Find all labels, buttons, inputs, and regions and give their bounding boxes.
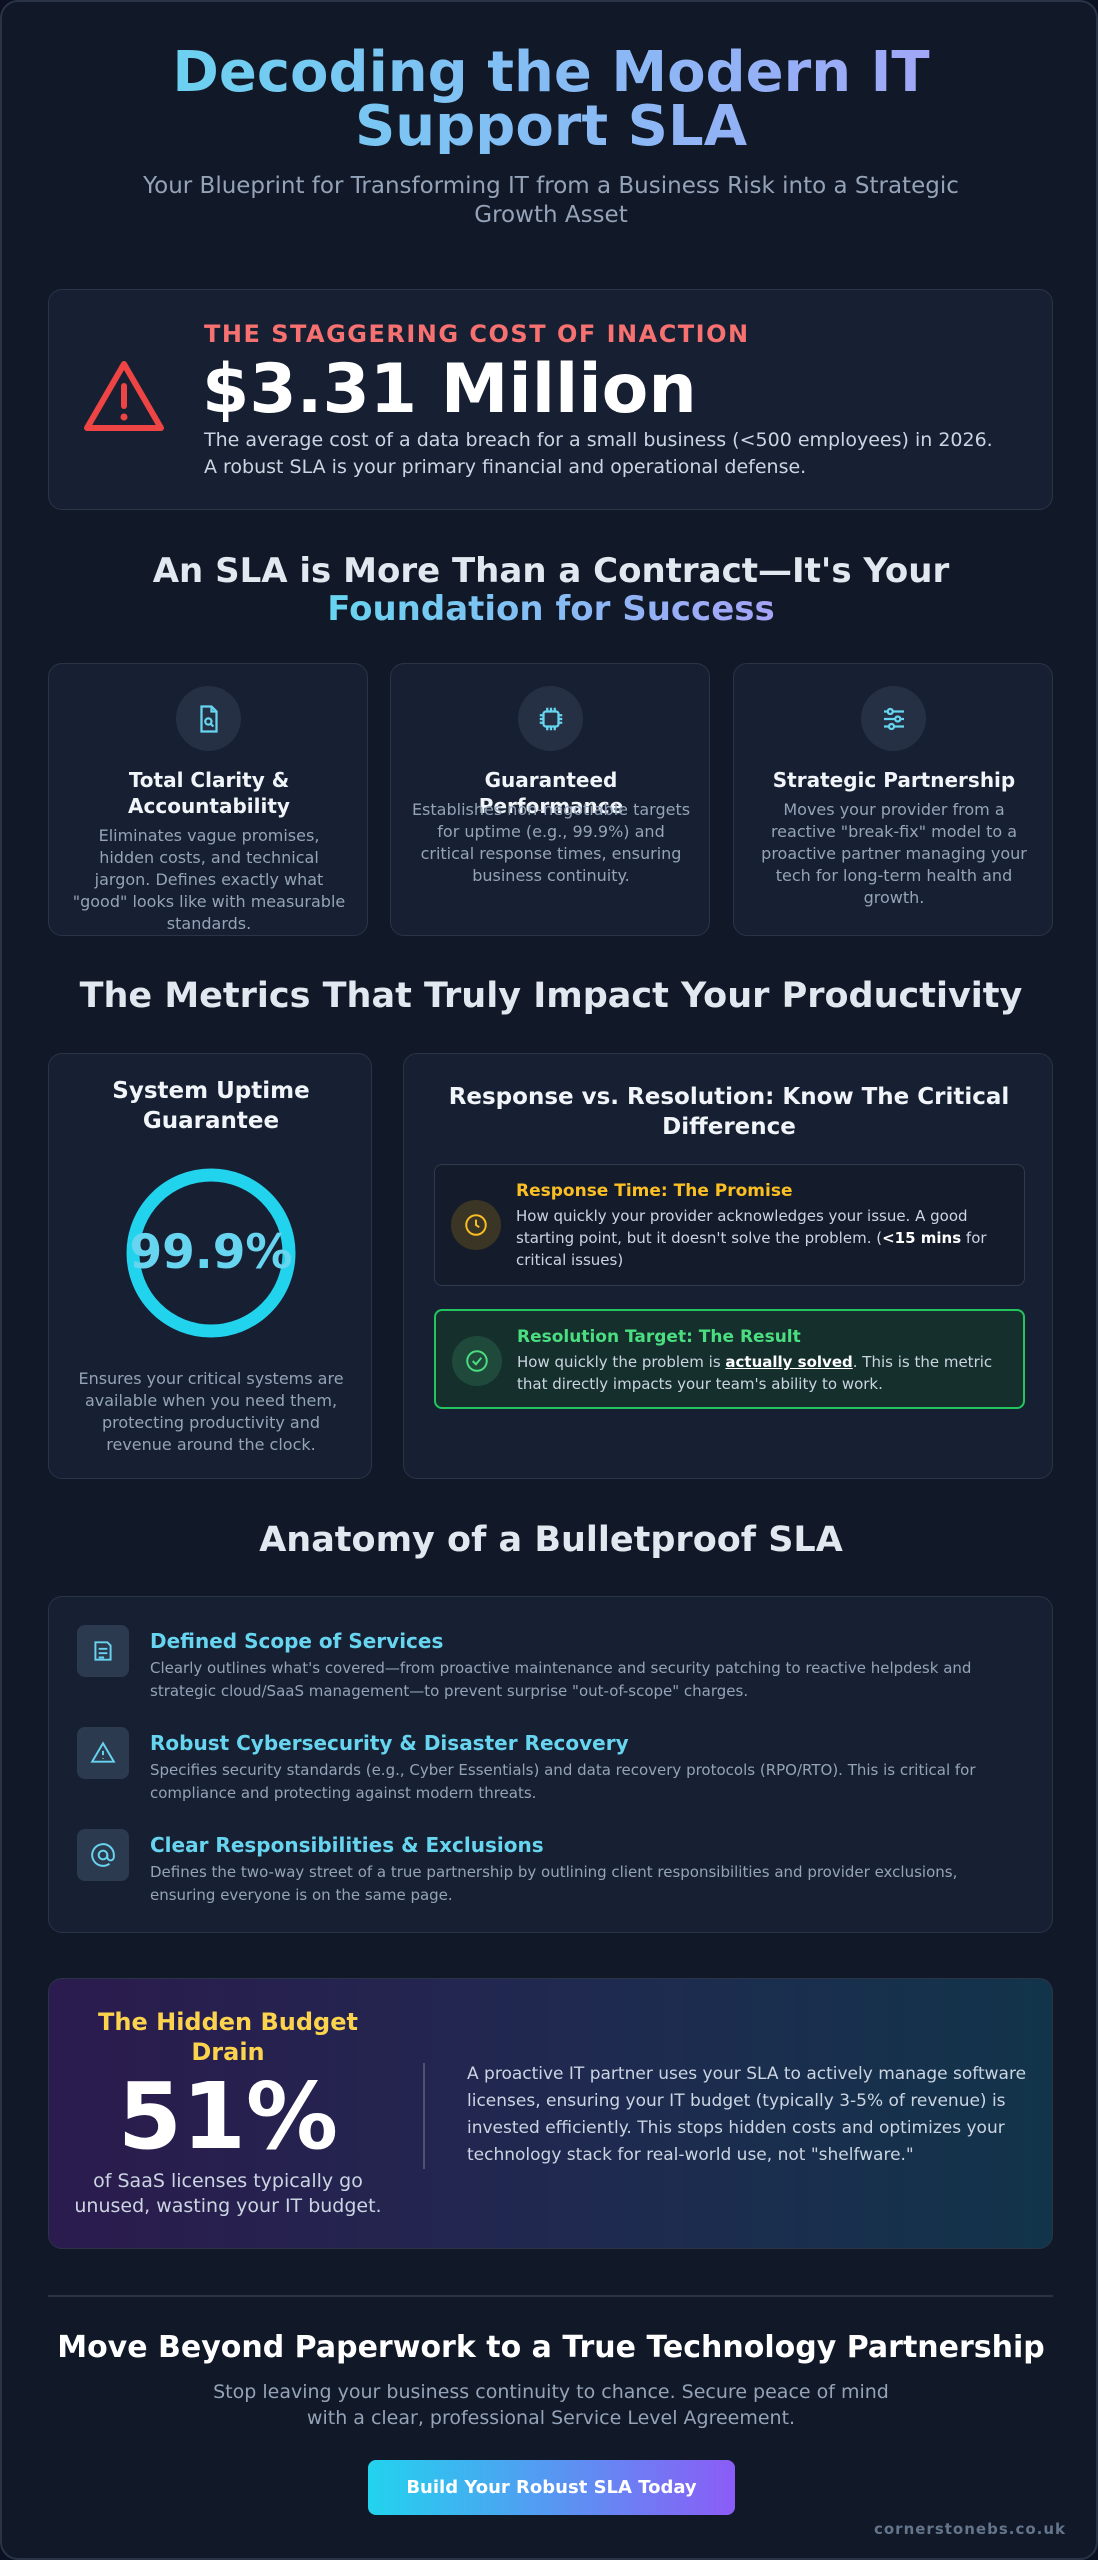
anatomy-text: Clearly outlines what's covered—from pro… [150,1659,972,1700]
security-icon [77,1727,129,1779]
scope-icon [77,1625,129,1677]
text: How quickly the problem is [517,1353,726,1371]
budget-title: The Hidden Budget Drain [98,2008,358,2066]
title: Decoding the Modern IT Support SLA [101,45,1001,155]
budget-text: A proactive IT partner uses your SLA to … [467,2064,1027,2165]
anatomy-card: Defined Scope of Services Clearly outlin… [48,1596,1053,1933]
cta-heading: Move Beyond Paperwork to a True Technolo… [57,2330,1045,2365]
heading-text: An SLA is More Than a Contract—It's Your [152,551,950,591]
response-card: Response vs. Resolution: Know The Critic… [403,1053,1053,1479]
feature-text: Establishes non-negotiable targets for u… [411,800,691,885]
anatomy-heading: Anatomy of a Bulletproof SLA [259,1520,843,1560]
text: for critical issues) [516,1229,987,1269]
resolution-item: Resolution Target: The Result How quickl… [434,1309,1025,1409]
divider [48,2295,1053,2297]
budget-card: The Hidden Budget Drain 51% of SaaS lice… [48,1978,1053,2249]
metrics-heading: The Metrics That Truly Impact Your Produ… [79,976,1023,1016]
text: How quickly your provider acknowledges y… [516,1207,968,1247]
bold-text: actually solved [725,1353,853,1371]
uptime-title: System Uptime Guarantee [112,1078,310,1134]
feature-icon [176,686,241,751]
response-title: Response vs. Resolution: Know The Critic… [448,1084,1010,1140]
subtitle: Your Blueprint for Transforming IT from … [143,173,959,228]
divider [423,2063,425,2169]
text: . This is the metric that directly impac… [517,1353,993,1393]
feature-icon [861,686,926,751]
feature-text: Moves your provider from a reactive "bre… [761,800,1027,907]
cost-card: THE STAGGERING COST OF INACTION $3.31 Mi… [48,289,1053,510]
check-icon [452,1336,502,1386]
cost-kicker: THE STAGGERING COST OF INACTION [204,320,750,348]
anatomy-title: Defined Scope of Services [150,1629,444,1653]
item-title: Response Time: The Promise [516,1181,793,1201]
anatomy-text: Specifies security standards (e.g., Cybe… [150,1761,976,1802]
warning-icon [84,361,164,431]
feature-title: Strategic Partnership [772,768,1016,792]
bold-text: <15 mins [882,1229,962,1247]
feature-card: Strategic Partnership Moves your provide… [733,663,1053,936]
budget-value: 51% [117,2063,339,2170]
cost-amount: $3.31 Million [202,350,697,429]
feature-card: Guaranteed Performance Establishes non-n… [390,663,710,936]
feature-text: Eliminates vague promises, hidden costs,… [72,826,346,933]
anatomy-title: Robust Cybersecurity & Disaster Recovery [150,1731,629,1755]
item-text: How quickly your provider acknowledges y… [516,1205,1004,1271]
cta-text: Stop leaving your business continuity to… [213,2381,889,2429]
footer-site: cornerstonebs.co.uk [873,2520,1066,2538]
item-text: How quickly the problem is actually solv… [517,1351,1003,1395]
foundation-heading: An SLA is More Than a Contract—It's Your… [42,552,1060,628]
feature-title: Guaranteed Performance [478,768,624,818]
cta-button[interactable]: Build Your Robust SLA Today [368,2460,735,2515]
response-item: Response Time: The Promise How quickly y… [434,1164,1025,1286]
feature-card: Total Clarity & Accountability Eliminate… [48,663,368,936]
budget-caption: of SaaS licenses typically go unused, wa… [74,2170,382,2217]
anatomy-title: Clear Responsibilities & Exclusions [150,1833,544,1857]
uptime-ring [126,1168,296,1338]
item-title: Resolution Target: The Result [517,1327,801,1347]
uptime-text: Ensures your critical systems are availa… [78,1369,344,1454]
clock-icon [451,1200,501,1250]
heading-highlight: Foundation for Success [327,589,775,629]
feature-icon [518,686,583,751]
cost-text: The average cost of a data breach for a … [204,429,993,478]
anatomy-text: Defines the two-way street of a true par… [150,1863,958,1904]
uptime-value: 99.9% [129,1225,293,1280]
responsibility-icon [77,1829,129,1881]
uptime-card: System Uptime Guarantee 99.9% Ensures yo… [48,1053,372,1479]
feature-title: Total Clarity & Accountability [128,768,290,818]
